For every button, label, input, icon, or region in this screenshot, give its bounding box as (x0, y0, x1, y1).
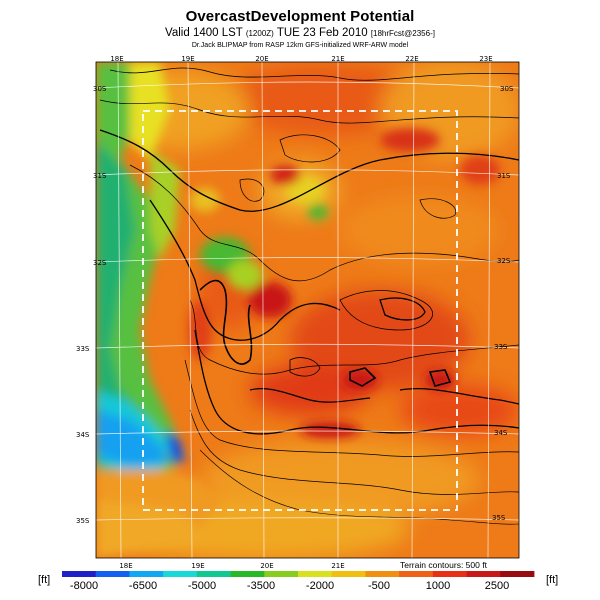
lon-label: 19E (191, 562, 204, 570)
legend-swatch (62, 571, 97, 577)
legend-swatch (230, 571, 265, 577)
legend-swatch (466, 571, 501, 577)
lat-label: 30S (500, 85, 514, 93)
legend-label: -2000 (306, 580, 334, 592)
legend-swatch (95, 571, 130, 577)
legend-swatch (399, 571, 434, 577)
legend-swatch (129, 571, 164, 577)
terrain-contour-note: Terrain contours: 500 ft (400, 560, 487, 570)
terrain-contours (99, 67, 519, 525)
legend-swatch (298, 571, 333, 577)
lon-label: 21E (331, 562, 344, 570)
legend-swatch (196, 571, 231, 577)
lat-label: 32S (93, 259, 107, 267)
lat-label: 34S (76, 431, 90, 439)
legend-swatch (365, 571, 400, 577)
lat-label: 33S (494, 343, 508, 351)
lon-label: 18E (110, 55, 123, 63)
forecast-info: [18hrFcst@2356-] (370, 29, 435, 38)
lat-label: 35S (492, 514, 506, 522)
valid-date: TUE 23 Feb 2010 (276, 27, 368, 39)
map-area (96, 62, 519, 558)
color-legend-labels: -8000 -6500 -5000 -3500 -2000 -500 1000 2500 (70, 580, 509, 592)
lat-label: 31S (497, 172, 511, 180)
legend-label: 2500 (485, 580, 509, 592)
legend-label: -500 (368, 580, 390, 592)
lat-label: 31S (93, 172, 107, 180)
lon-label: 22E (405, 55, 418, 63)
lat-label: 34S (494, 429, 508, 437)
map-frame (95, 61, 520, 559)
lon-label: 20E (255, 55, 268, 63)
lat-labels-right: 30S 31S 32S 33S 34S 35S (492, 85, 514, 522)
color-legend (62, 571, 535, 577)
legend-swatch (163, 571, 198, 577)
lat-label: 32S (497, 257, 511, 265)
lon-label: 20E (260, 562, 273, 570)
lat-label: 35S (76, 517, 90, 525)
legend-label: -5000 (188, 580, 216, 592)
legend-label: 1000 (426, 580, 450, 592)
chart-title: OvercastDevelopment Potential (185, 8, 415, 25)
lon-label: 21E (331, 55, 344, 63)
legend-unit-left: [ft] (38, 574, 51, 586)
lon-labels-top: 18E 19E 20E 21E 22E 23E (110, 55, 492, 63)
legend-swatch (264, 571, 299, 577)
lat-labels-left: 30S 31S 32S 33S 34S 35S (76, 85, 107, 525)
lon-labels-bottom: 18E 19E 20E 21E (119, 562, 344, 570)
model-credit: Dr.Jack BLIPMAP from RASP 12km GFS-initi… (191, 42, 409, 49)
legend-swatch (331, 571, 366, 577)
graticule (96, 62, 519, 558)
inner-domain-box (142, 110, 458, 511)
legend-label: -3500 (247, 580, 275, 592)
legend-unit-right: [ft] (546, 574, 559, 586)
lon-label: 18E (119, 562, 132, 570)
legend-swatch (432, 571, 467, 577)
lat-label: 33S (76, 345, 90, 353)
lon-label: 23E (479, 55, 492, 63)
lon-label: 19E (181, 55, 194, 63)
legend-label: -6500 (129, 580, 157, 592)
legend-swatch (500, 571, 535, 577)
utc-time: (1200Z) (245, 29, 274, 38)
legend-label: -8000 (70, 580, 98, 592)
valid-time: Valid 1400 LST (165, 27, 243, 39)
lat-label: 30S (93, 85, 107, 93)
chart-subtitle: Valid 1400 LST (1200Z) TUE 23 Feb 2010 [… (0, 27, 600, 39)
